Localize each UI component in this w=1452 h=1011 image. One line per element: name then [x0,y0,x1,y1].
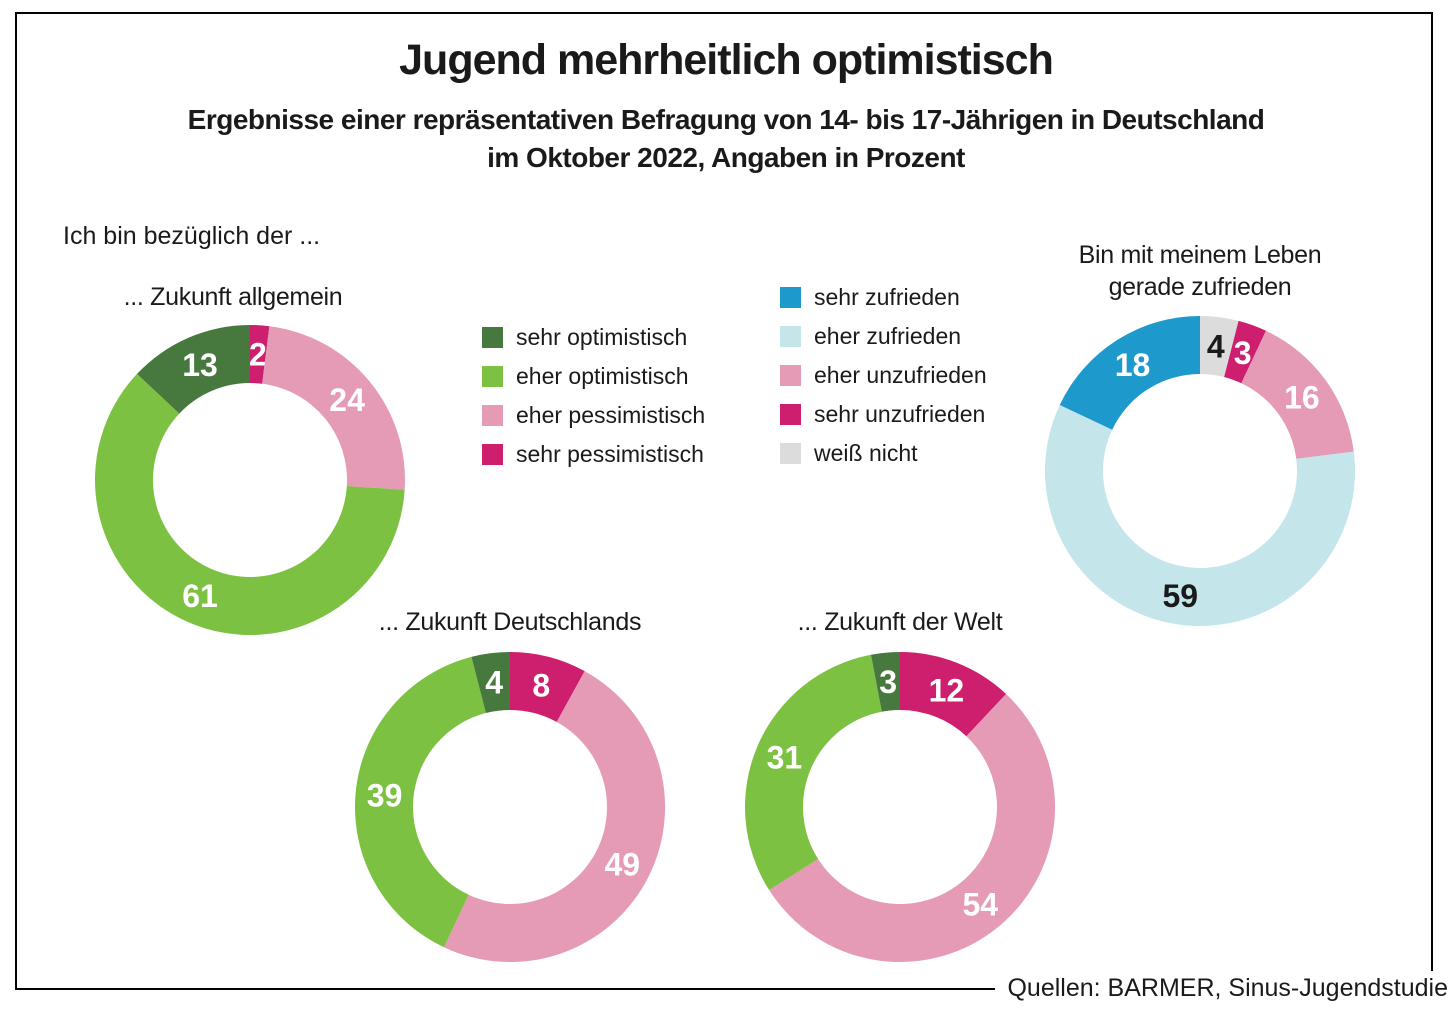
donut-value-label-sehr-zufrieden: 18 [1115,347,1151,383]
legend-item-label: sehr optimistisch [516,324,688,350]
donut-segment-sehr-optimistisch [137,325,250,414]
legend-item-label: eher optimistisch [516,363,689,389]
legend-item-label: sehr zufrieden [814,284,960,310]
intro-label: Ich bin bezüglich der ... [63,222,321,250]
donut-segment-sehr-optimistisch [870,652,900,712]
donut-segment-sehr-zufrieden [1059,316,1200,430]
legend-color-swatch [482,327,503,348]
legend-item-label: eher zufrieden [814,323,962,349]
donut-segment-sehr-unzufrieden [1224,320,1266,384]
legend-item-wei-nicht: weiß nicht [780,440,987,466]
legend-color-swatch [780,365,801,386]
source-credit: Quellen: BARMER, Sinus-Jugendstudie [995,971,1448,1007]
legend-color-swatch [780,287,801,308]
donut-segment-eher-optimistisch [94,373,405,636]
donut-value-label-eher-optimistisch: 39 [367,778,403,814]
legend-color-swatch [482,405,503,426]
donut-value-label-sehr-optimistisch: 4 [485,665,503,701]
donut-chart-zukunft-allgemein: 2 24 61 13 [94,324,406,636]
donut-value-label-sehr-optimistisch: 3 [879,664,897,700]
donut-value-label-sehr-pessimistisch: 12 [929,672,965,708]
subtitle-line-1: Ergebnisse einer repräsentativen Befragu… [187,104,1265,135]
donut-value-label-eher-pessimistisch: 54 [963,887,999,923]
donut-segment-sehr-pessimistisch [510,652,585,722]
donut-value-label-sehr-pessimistisch: 8 [532,668,550,704]
legend-item-sehr-unzufrieden: sehr unzufrieden [780,401,987,427]
legend-item-sehr-optimistisch: sehr optimistisch [482,324,705,350]
legend-item-eher-optimistisch: eher optimistisch [482,363,705,389]
donut-svg: 4 3 16 59 18 [1045,316,1356,626]
donut-segment-eher-unzufrieden [1241,330,1354,459]
donut-value-label-sehr-pessimistisch: 2 [249,337,267,373]
donut-segment-eher-pessimistisch [444,671,666,963]
donut-value-label-wei-nicht: 4 [1207,329,1225,365]
donut-svg: 8 49 39 4 [354,652,666,963]
border-frame [15,12,1433,990]
legend-color-swatch [780,443,801,464]
legend-item-label: weiß nicht [814,440,918,466]
legend-item-sehr-zufrieden: sehr zufrieden [780,284,987,310]
legend-color-swatch [482,444,503,465]
chart-title-zukunft-deutschlands: ... Zukunft Deutschlands [378,608,642,636]
legend-color-swatch [780,404,801,425]
donut-value-label-eher-optimistisch: 61 [182,578,218,614]
donut-svg: 2 24 61 13 [94,325,405,636]
donut-value-label-eher-zufrieden: 59 [1163,578,1199,614]
donut-value-label-sehr-unzufrieden: 3 [1234,335,1252,371]
donut-segment-eher-pessimistisch [769,694,1056,963]
legend-item-label: eher pessimistisch [516,402,706,428]
donut-segment-sehr-pessimistisch [250,325,270,384]
donut-value-label-eher-unzufrieden: 16 [1284,379,1320,415]
donut-chart-zukunft-der-welt: 12 54 31 3 [744,651,1056,963]
donut-segment-sehr-pessimistisch [900,652,1007,737]
donut-segment-eher-optimistisch [745,654,882,891]
legend-color-swatch [482,366,503,387]
legend-optimism: sehr optimistisch eher optimistisch eher p… [482,324,706,483]
donut-chart-zukunft-deutschlands: 8 49 39 4 [354,651,666,963]
donut-value-label-sehr-optimistisch: 13 [182,347,218,383]
donut-value-label-eher-pessimistisch: 24 [329,382,365,418]
legend-color-swatch [780,326,801,347]
donut-segment-eher-zufrieden [1045,405,1356,626]
donut-chart-leben-zufrieden: 4 3 16 59 18 [1044,315,1356,627]
donut-segment-wei-nicht [1200,316,1239,378]
chart-title-zukunft-der-welt: ... Zukunft der Welt [797,608,1003,636]
chart-title-zukunft-allgemein: ... Zukunft allgemein [123,283,343,311]
page-title: Jugend mehrheitlich optimistisch [399,36,1054,84]
donut-segment-eher-optimistisch [354,656,486,948]
donut-value-label-eher-optimistisch: 31 [767,740,803,776]
donut-segment-eher-pessimistisch [262,326,405,490]
donut-svg: 12 54 31 3 [745,652,1056,963]
legend-item-sehr-pessimistisch: sehr pessimistisch [482,441,705,467]
subtitle-line-2: im Oktober 2022, Angaben in Prozent [487,142,965,173]
donut-segment-sehr-optimistisch [471,652,510,714]
donut-value-label-eher-pessimistisch: 49 [605,847,641,883]
legend-item-eher-unzufrieden: eher unzufrieden [780,362,987,388]
legend-item-eher-pessimistisch: eher pessimistisch [482,402,706,428]
chart-title-leben-zufrieden: Bin mit meinem Leben gerade zufrieden [1078,241,1322,301]
legend-satisfaction: sehr zufrieden eher zufrieden eher unzufri… [780,284,987,482]
legend-item-eher-zufrieden: eher zufrieden [780,323,987,349]
legend-item-label: eher unzufrieden [814,362,987,388]
legend-item-label: sehr unzufrieden [814,401,986,427]
legend-item-label: sehr pessimistisch [516,441,704,467]
page-subtitle: Ergebnisse einer repräsentativen Befragu… [0,101,1452,177]
